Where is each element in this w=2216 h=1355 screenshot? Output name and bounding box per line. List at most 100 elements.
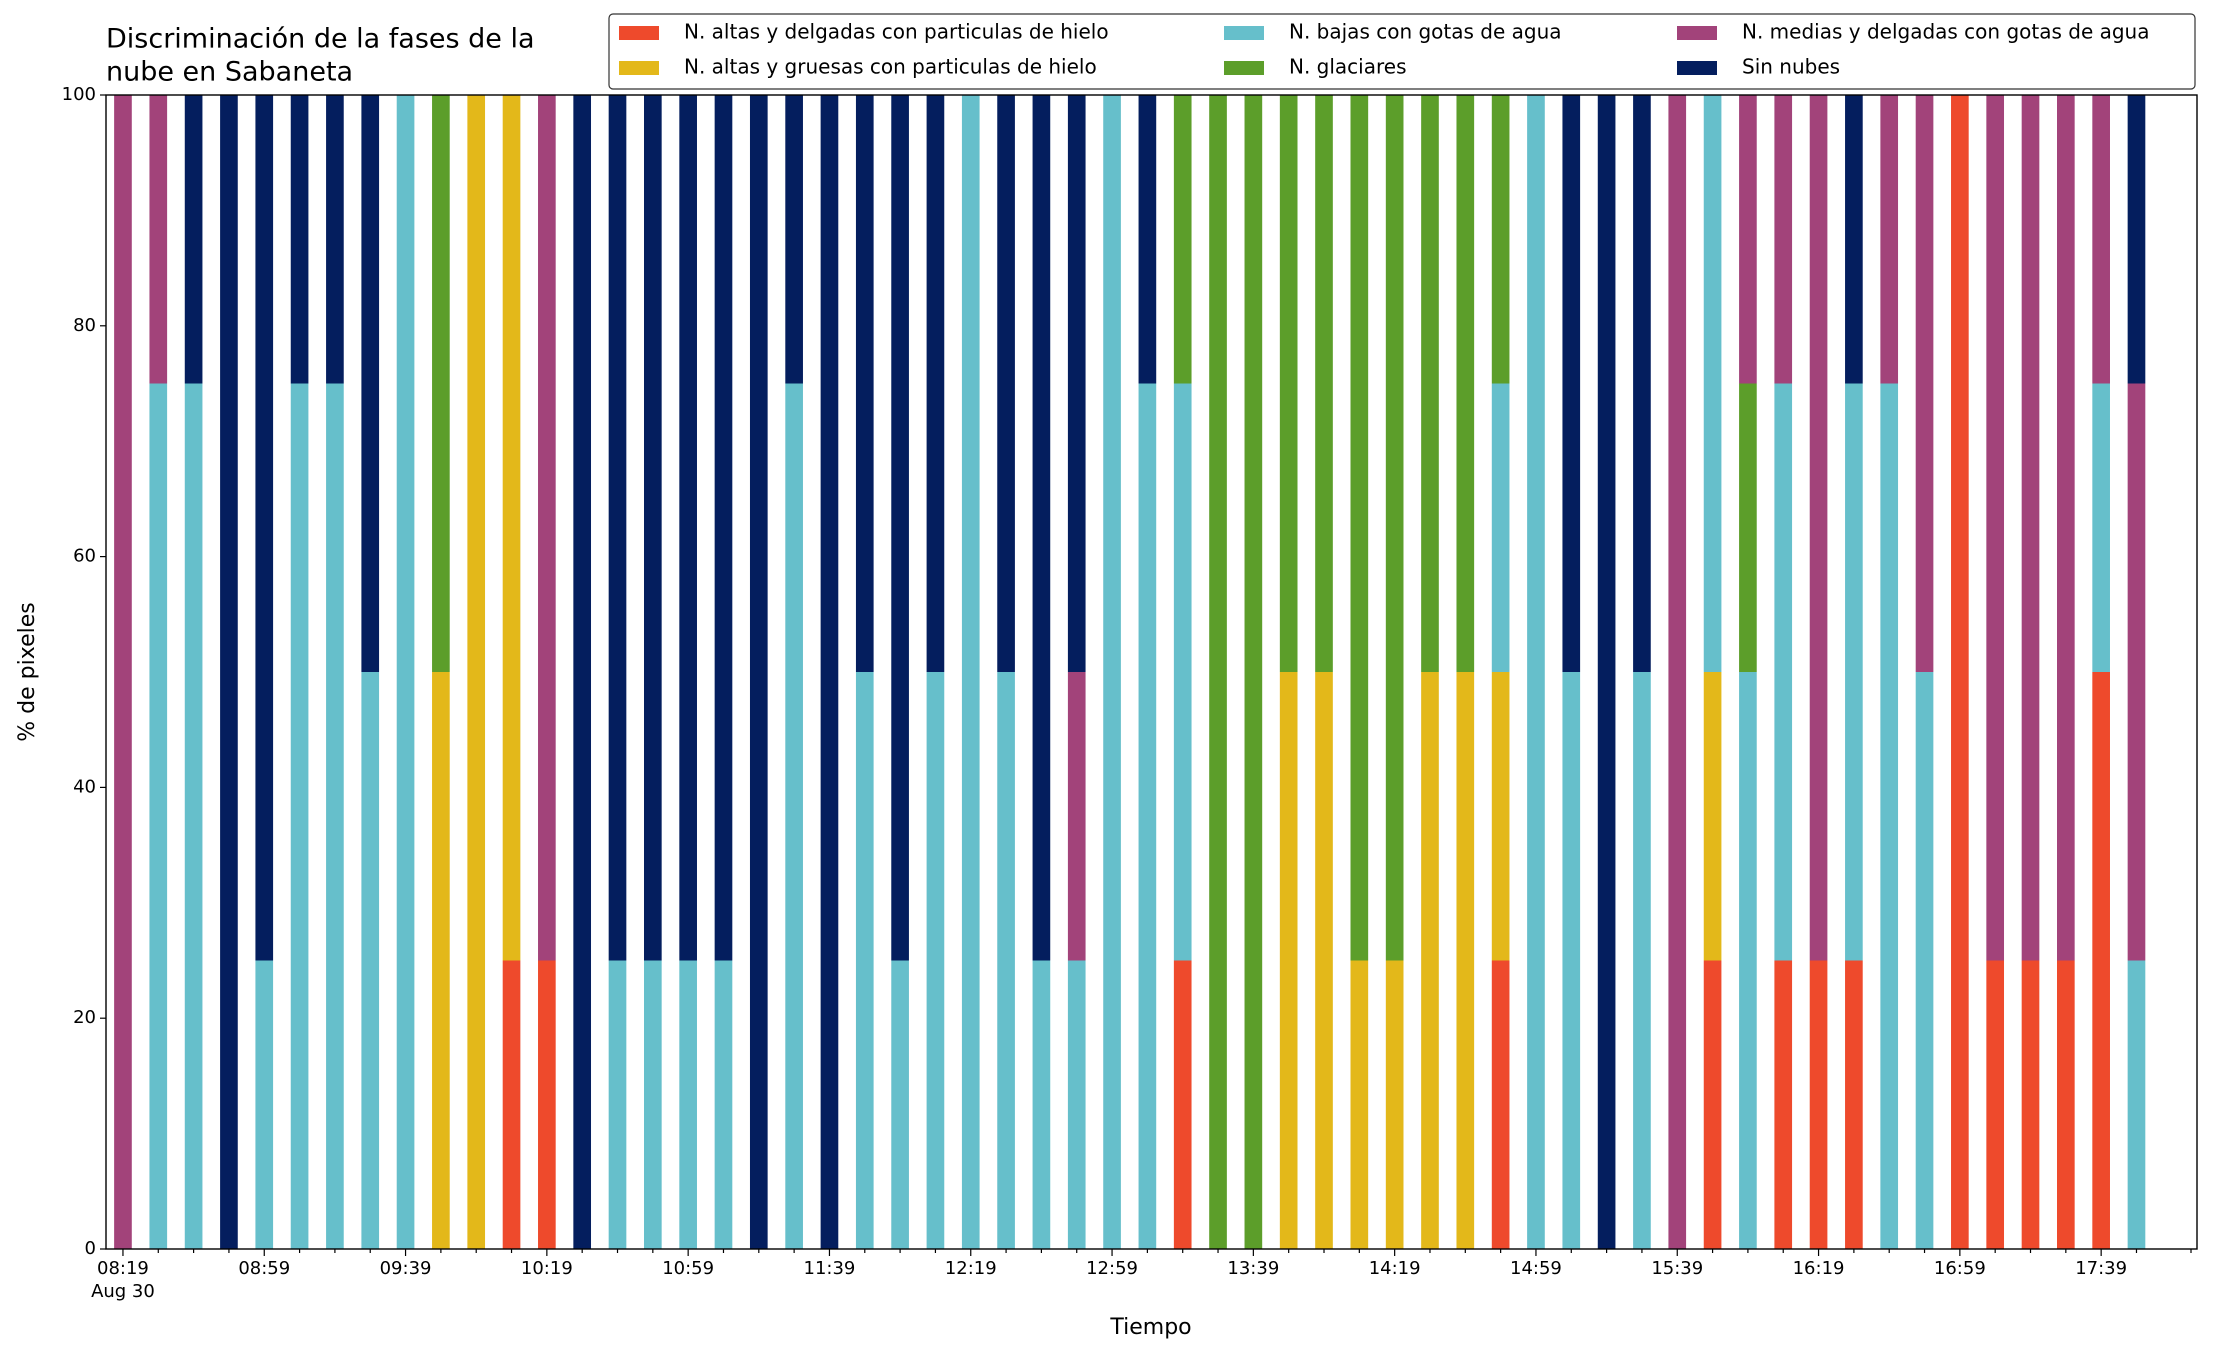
bar-segment — [820, 95, 839, 1249]
bar-segment — [1103, 95, 1121, 1249]
legend-swatch — [1224, 61, 1264, 75]
bar-segment — [502, 960, 521, 1249]
x-tick-label: 17:39 — [2075, 1258, 2127, 1279]
bar-segment — [1986, 960, 2005, 1249]
bar-segment — [2092, 672, 2110, 1249]
bar-segment — [1739, 672, 1757, 1249]
bar-segment — [2127, 383, 2146, 961]
bar-segment — [926, 672, 945, 1249]
y-axis-label: % de pixeles — [15, 602, 40, 741]
bar-segment — [2127, 960, 2146, 1249]
legend-label: N. medias y delgadas con gotas de agua — [1742, 20, 2150, 44]
x-tick-label: 14:19 — [1369, 1258, 1421, 1279]
plot-frame — [105, 94, 2198, 1250]
x-tick-label: 10:59 — [662, 1258, 714, 1279]
bar-segment — [891, 960, 909, 1249]
bar-segment — [643, 95, 662, 961]
y-tick-label: 20 — [73, 1007, 96, 1028]
bar-segment — [538, 960, 556, 1249]
legend-label: N. bajas con gotas de agua — [1289, 20, 1562, 44]
bar-segment — [114, 95, 132, 1249]
bar-segment — [1032, 95, 1051, 961]
bar-segment — [2092, 95, 2110, 384]
bar-segment — [891, 95, 909, 961]
bar-segment — [1633, 672, 1651, 1249]
bar-segment — [1915, 95, 1934, 672]
bar-segment — [1067, 95, 1086, 672]
bar-segment — [1703, 672, 1722, 961]
bar-segment — [2056, 960, 2075, 1249]
bar-segment — [785, 95, 803, 384]
x-tick-sublabel: Aug 30 — [91, 1281, 155, 1302]
bar-segment — [1315, 672, 1333, 1249]
bar-segment — [608, 960, 627, 1249]
bar-segment — [643, 960, 662, 1249]
bar-segment — [149, 383, 168, 1249]
bar-segment — [502, 95, 521, 961]
bar-segment — [1845, 95, 1863, 384]
bar-segment — [1350, 95, 1369, 961]
bar-segment — [785, 383, 803, 1249]
legend-swatch — [1224, 26, 1264, 40]
bar-segment — [1173, 383, 1192, 961]
x-tick-label: 16:19 — [1793, 1258, 1845, 1279]
bar-segment — [467, 95, 486, 1249]
bar-segment — [1491, 960, 1510, 1249]
bar-segment — [1385, 960, 1404, 1249]
bar-segment — [1951, 95, 1969, 1249]
chart-title: Discriminación de la fases de la — [106, 24, 535, 55]
bar-segment — [1633, 95, 1651, 672]
bar-segment — [1244, 95, 1263, 1249]
bar-segment — [432, 672, 450, 1249]
bar-segment — [1138, 95, 1157, 384]
bar-segment — [1845, 960, 1863, 1249]
bar-segment — [290, 95, 309, 384]
bar-segment — [1421, 672, 1439, 1249]
bar-segment — [855, 95, 874, 672]
bar-segment — [1173, 95, 1192, 384]
bar-segment — [1703, 960, 1722, 1249]
y-tick-label: 60 — [73, 546, 96, 567]
bar-segment — [149, 95, 168, 384]
bar-segment — [1845, 383, 1863, 961]
bar-segment — [2056, 95, 2075, 961]
bar-segment — [2021, 960, 2040, 1249]
bar-segment — [1456, 672, 1475, 1249]
bar-segment — [1279, 95, 1298, 672]
x-tick-label: 08:19 — [97, 1258, 149, 1279]
bar-segment — [255, 960, 274, 1249]
bar-segment — [1774, 95, 1793, 384]
bar-segment — [220, 95, 238, 1249]
bar-segment — [1491, 672, 1510, 961]
chart-title: nube en Sabaneta — [106, 57, 353, 88]
bar-segment — [1315, 95, 1333, 672]
x-tick-label: 12:19 — [945, 1258, 997, 1279]
x-axis-label: Tiempo — [1109, 1315, 1191, 1340]
bar-segment — [997, 95, 1015, 672]
bar-segment — [1138, 383, 1157, 1249]
bar-segment — [396, 95, 415, 1249]
bar-segment — [1809, 95, 1828, 961]
bar-segment — [326, 95, 344, 384]
x-tick-label: 09:39 — [380, 1258, 432, 1279]
y-tick-label: 0 — [85, 1238, 96, 1259]
bar-segment — [1209, 95, 1227, 1249]
legend-swatch — [619, 61, 659, 75]
x-tick-label: 15:39 — [1651, 1258, 1703, 1279]
bar-segment — [997, 672, 1015, 1249]
bar-segment — [714, 95, 733, 961]
bar-segment — [538, 95, 556, 961]
bar-segment — [1597, 95, 1616, 1249]
bar-segment — [361, 672, 380, 1249]
bar-segment — [2127, 95, 2146, 384]
bar-segment — [1668, 95, 1687, 1249]
bar-segment — [679, 960, 697, 1249]
x-tick-label: 16:59 — [1934, 1258, 1986, 1279]
bar-segment — [255, 95, 274, 961]
bar-segment — [1774, 383, 1793, 961]
bar-segment — [1385, 95, 1404, 961]
bar-segment — [1774, 960, 1793, 1249]
legend-swatch — [619, 26, 659, 40]
bar-segment — [1915, 672, 1934, 1249]
